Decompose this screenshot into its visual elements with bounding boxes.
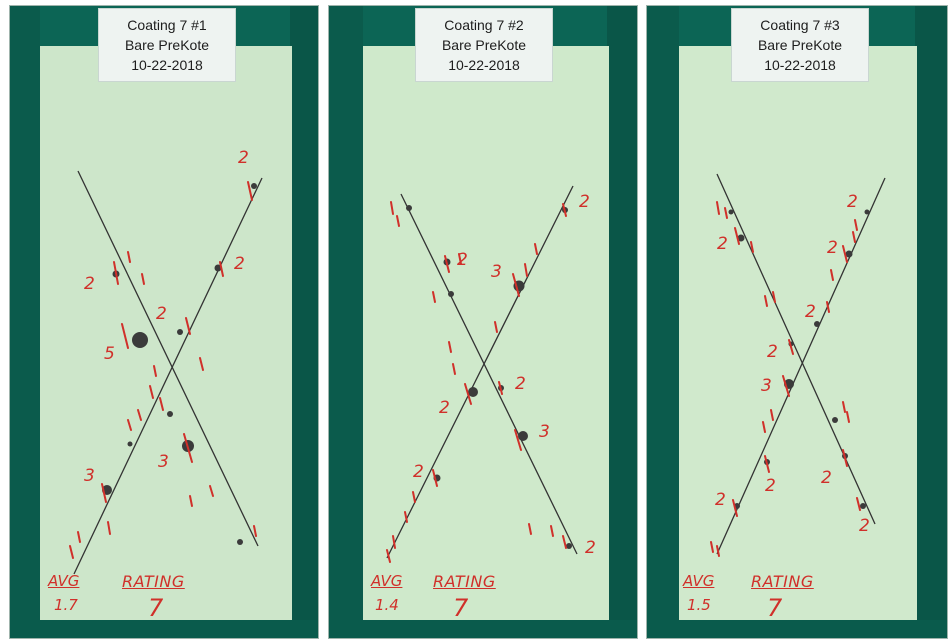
mark: 2 — [238, 148, 249, 168]
mark: 3 — [158, 452, 169, 472]
mark: 2 — [439, 398, 450, 418]
rating-value: 7 — [767, 594, 783, 622]
mark: 2 — [805, 302, 816, 322]
label-date: 10-22-2018 — [764, 57, 836, 73]
mark: 5 — [104, 344, 115, 364]
avg-value: 1.7 — [54, 596, 78, 614]
label-date: 10-22-2018 — [131, 57, 203, 73]
scribe-line-a — [400, 193, 578, 555]
avg-label: AVG — [683, 572, 715, 590]
mark: 3 — [539, 422, 550, 442]
specimen-label: Coating 7 #3 Bare PreKote 10-22-2018 — [731, 8, 869, 82]
mark: 2 — [715, 490, 726, 510]
avg-value: 1.5 — [687, 596, 711, 614]
mark: 2 — [717, 234, 728, 254]
label-date: 10-22-2018 — [448, 57, 520, 73]
scribe-line-a — [716, 173, 876, 525]
mark: 2 — [413, 462, 424, 482]
panel-photo-2 — [329, 6, 637, 638]
rating-value: 7 — [148, 594, 164, 622]
test-panel-3: Coating 7 #3 Bare PreKote 10-22-2018 2 2… — [646, 5, 948, 639]
mark: 2 — [585, 538, 596, 558]
label-substrate: Bare PreKote — [757, 37, 843, 53]
mark: 2 — [234, 254, 245, 274]
mark: 2 — [767, 342, 778, 362]
mark: 2 — [579, 192, 590, 212]
scribe-line-a — [77, 170, 259, 547]
label-substrate: Bare PreKote — [124, 37, 210, 53]
mark: 2 — [457, 250, 468, 270]
panel-photo-1 — [10, 6, 318, 638]
mark: 2 — [821, 468, 832, 488]
specimen-label: Coating 7 #1 Bare PreKote 10-22-2018 — [98, 8, 236, 82]
label-coating: Coating 7 #1 — [127, 17, 207, 33]
avg-label: AVG — [48, 572, 80, 590]
test-panel-2: Coating 7 #2 Bare PreKote 10-22-2018 2 2… — [328, 5, 638, 639]
rating-label: RATING — [751, 572, 814, 591]
mark: 2 — [847, 192, 858, 212]
label-coating: Coating 7 #2 — [444, 17, 524, 33]
mark: 2 — [84, 274, 95, 294]
avg-label: AVG — [371, 572, 403, 590]
mark: 3 — [84, 466, 95, 486]
mark: 2 — [156, 304, 167, 324]
mark: 2 — [765, 476, 776, 496]
mark: 3 — [761, 376, 772, 396]
rating-value: 7 — [453, 594, 469, 622]
label-coating: Coating 7 #3 — [760, 17, 840, 33]
mark: 2 — [859, 516, 870, 536]
panel-photo-3 — [647, 6, 947, 638]
avg-value: 1.4 — [375, 596, 399, 614]
mark: 2 — [515, 374, 526, 394]
scribe-line-b — [716, 177, 886, 555]
mark: 2 — [827, 238, 838, 258]
scribe-line-b — [73, 177, 263, 575]
specimen-label: Coating 7 #2 Bare PreKote 10-22-2018 — [415, 8, 553, 82]
scribe-line-b — [386, 185, 574, 559]
rating-label: RATING — [433, 572, 496, 591]
test-panel-1: Coating 7 #1 Bare PreKote 10-22-2018 2 2… — [9, 5, 319, 639]
label-substrate: Bare PreKote — [441, 37, 527, 53]
mark: 3 — [491, 262, 502, 282]
rating-label: RATING — [122, 572, 185, 591]
